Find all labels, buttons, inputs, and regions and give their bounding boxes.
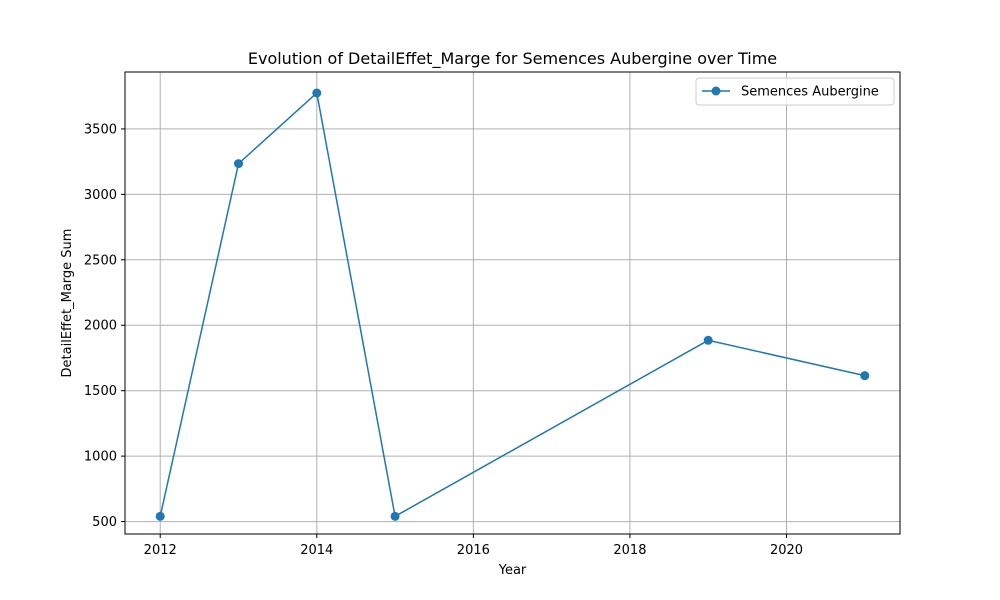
y-tick-label: 500 (92, 515, 117, 530)
legend-label: Semences Aubergine (741, 85, 879, 100)
grid (125, 72, 900, 534)
y-tick-label: 1000 (84, 450, 117, 465)
y-tick-label: 3000 (84, 188, 117, 203)
x-tick-label: 2018 (613, 543, 646, 558)
y-tick-label: 2500 (84, 253, 117, 268)
legend: Semences Aubergine (695, 77, 895, 106)
y-axis-label: DetailEffet_Marge Sum (60, 229, 75, 378)
data-point (234, 159, 244, 169)
data-point (312, 88, 322, 98)
x-axis-label: Year (498, 563, 527, 578)
x-tick-label: 2012 (144, 543, 177, 558)
data-point (390, 511, 400, 521)
series-line (159, 91, 865, 518)
chart-title: Evolution of DetailEffet_Marge for Semen… (248, 49, 777, 69)
x-tick-label: 2014 (300, 543, 333, 558)
data-point (703, 335, 713, 345)
x-tick-label: 2016 (457, 543, 490, 558)
y-tick-label: 3500 (84, 122, 117, 137)
legend-marker-sample (711, 86, 721, 96)
ticks: 2012 2014 2016 2018 2020 500 1000 1500 2000 2500 3… (84, 122, 803, 558)
data-point (155, 511, 165, 521)
legend-box (695, 77, 895, 106)
series-layer (155, 88, 870, 521)
data-point (860, 371, 870, 381)
y-tick-label: 2000 (84, 319, 117, 334)
x-tick-label: 2020 (770, 543, 803, 558)
plot-frame (124, 71, 901, 535)
y-tick-label: 1500 (84, 384, 117, 399)
